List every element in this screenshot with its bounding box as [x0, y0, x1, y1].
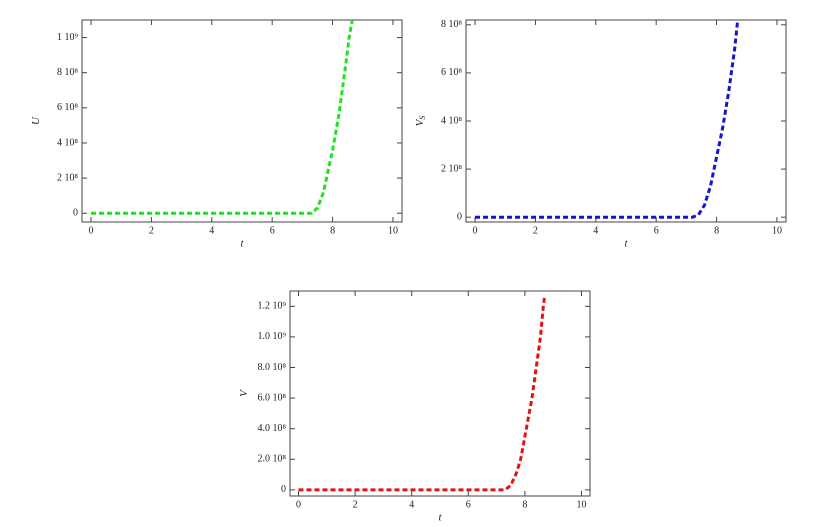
- y-tick-label: 1.0 10⁹: [258, 331, 287, 342]
- x-tick-label: 0: [473, 225, 478, 236]
- y-axis-label-main: V: [238, 389, 250, 397]
- y-tick-label: 4 10⁸: [57, 137, 79, 148]
- x-tick-label: 4: [409, 499, 414, 510]
- y-tick-label: 6.0 10⁸: [258, 392, 287, 403]
- y-tick-label: 2 10⁸: [441, 163, 463, 174]
- data-line: [91, 19, 354, 215]
- y-axis-label-main: V: [414, 118, 426, 126]
- y-tick-label: 4 10⁸: [441, 115, 463, 126]
- x-tick-label: 2: [353, 499, 358, 510]
- x-tick-label: 8: [714, 225, 719, 236]
- y-tick-label: 8 10⁸: [57, 67, 79, 78]
- y-tick-label: 8 10⁸: [441, 19, 463, 30]
- data-line: [475, 19, 740, 219]
- x-tick-label: 8: [330, 225, 335, 236]
- x-tick-label: 4: [209, 225, 214, 236]
- x-tick-label: 0: [89, 225, 94, 236]
- y-tick-label: 8.0 10⁸: [258, 362, 287, 373]
- data-line: [298, 295, 547, 492]
- x-tick-label: 10: [388, 225, 398, 236]
- y-axis-label: VS: [414, 116, 427, 127]
- y-tick-label: 1 10⁹: [57, 32, 79, 43]
- x-axis-label: t: [438, 512, 442, 524]
- x-tick-label: 10: [577, 499, 587, 510]
- x-axis-label: t: [624, 238, 628, 250]
- y-tick-label: 2 10⁸: [57, 172, 79, 183]
- x-tick-label: 2: [533, 225, 538, 236]
- x-tick-label: 6: [466, 499, 471, 510]
- y-tick-label: 0: [281, 484, 286, 495]
- x-tick-label: 10: [772, 225, 782, 236]
- y-tick-label: 4.0 10⁸: [258, 423, 287, 434]
- x-tick-label: 2: [149, 225, 154, 236]
- y-tick-label: 0: [73, 208, 78, 219]
- x-tick-label: 8: [522, 499, 527, 510]
- y-axis-label: V: [238, 389, 250, 397]
- x-tick-label: 6: [270, 225, 275, 236]
- y-tick-label: 2.0 10⁸: [258, 454, 287, 465]
- y-tick-label: 0: [457, 211, 462, 222]
- plot-frame: [81, 19, 403, 223]
- y-tick-label: 6 10⁸: [441, 67, 463, 78]
- y-axis-label-subscript: S: [418, 116, 427, 120]
- x-axis-label: t: [240, 238, 244, 250]
- x-tick-label: 0: [296, 499, 301, 510]
- y-axis-label-main: U: [30, 116, 42, 125]
- plot-frame: [465, 19, 787, 223]
- y-axis-label: U: [30, 116, 42, 125]
- x-tick-label: 4: [593, 225, 598, 236]
- y-tick-label: 6 10⁸: [57, 102, 79, 113]
- plot-frame: [289, 290, 591, 497]
- y-tick-label: 1.2 10⁹: [258, 301, 287, 312]
- x-tick-label: 6: [654, 225, 659, 236]
